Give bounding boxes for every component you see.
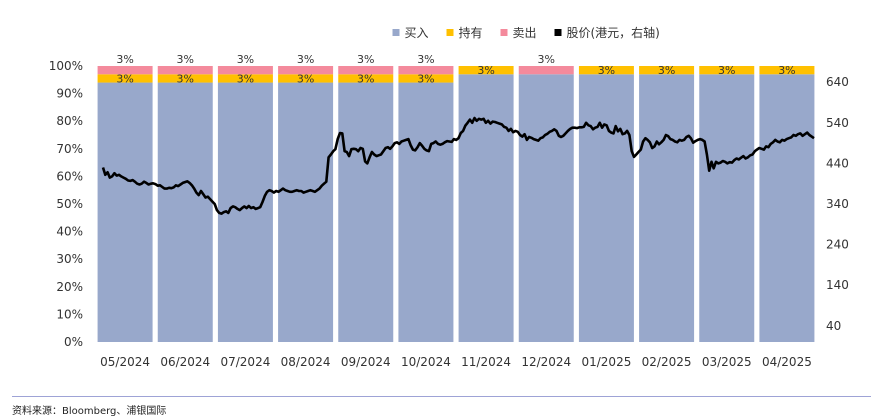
- bar-value-label: 3%: [177, 72, 194, 85]
- bar-value-label: 3%: [417, 53, 434, 66]
- right-tick-label: 640: [826, 75, 849, 89]
- right-tick-label: 440: [826, 156, 849, 170]
- x-tick-label: 06/2024: [160, 355, 210, 369]
- left-tick-label: 30%: [56, 252, 83, 266]
- right-tick-label: 40: [826, 319, 841, 333]
- legend-label: 股价(港元，右轴): [567, 25, 660, 40]
- bar-segment: [578, 66, 634, 75]
- bar-segment: [278, 66, 334, 75]
- legend-swatch: [500, 29, 508, 36]
- bars: [97, 66, 815, 342]
- bar-value-label: 3%: [417, 72, 434, 85]
- bar-value-label: 3%: [658, 64, 675, 77]
- x-tick-label: 04/2025: [762, 355, 812, 369]
- x-axis: 05/2024 06/2024 07/2024 08/2024 09/2024 10/20…: [100, 355, 812, 369]
- x-tick-label: 12/2024: [521, 355, 571, 369]
- bar-segment: [458, 66, 514, 75]
- bar-segment: [699, 66, 755, 75]
- legend-swatch: [554, 29, 562, 36]
- bar-segment: [759, 66, 815, 75]
- bar-segment: [398, 74, 454, 83]
- legend-swatch: [446, 29, 454, 36]
- x-tick-label: 05/2024: [100, 355, 150, 369]
- bar-value-label: 3%: [598, 64, 615, 77]
- left-tick-label: 40%: [56, 225, 83, 239]
- left-tick-label: 50%: [56, 197, 83, 211]
- left-axis: 0% 10% 20% 30% 40% 50% 60% 70% 80% 90% 100%: [49, 59, 83, 349]
- right-axis: 40 140 240 340 440 540 640: [826, 75, 849, 333]
- bar-segment: [278, 74, 334, 83]
- left-tick-label: 20%: [56, 280, 83, 294]
- x-tick-label: 08/2024: [281, 355, 331, 369]
- left-tick-label: 80%: [56, 114, 83, 128]
- bar-segment: [699, 74, 755, 342]
- bar-segment: [217, 74, 273, 83]
- bar-value-label: 3%: [177, 53, 194, 66]
- x-tick-label: 01/2025: [581, 355, 631, 369]
- divider: [12, 396, 871, 397]
- source-note: 资料来源：Bloomberg、浦银国际: [12, 406, 167, 417]
- bar-value-label: 3%: [297, 53, 314, 66]
- bar-value-label: 3%: [116, 53, 133, 66]
- legend-label: 买入: [405, 26, 429, 40]
- legend-label: 卖出: [513, 26, 537, 40]
- x-tick-label: 09/2024: [341, 355, 391, 369]
- right-tick-label: 240: [826, 238, 849, 252]
- bar-value-label: 3%: [237, 53, 254, 66]
- bar-segment: [338, 66, 394, 75]
- bar-segment: [338, 82, 394, 342]
- price-line: [101, 116, 815, 215]
- legend-label: 持有: [459, 25, 483, 40]
- bar-value-label: 3%: [538, 53, 555, 66]
- left-tick-label: 0%: [64, 335, 83, 349]
- legend-swatch: [392, 29, 400, 36]
- price-line-group: [101, 116, 815, 215]
- x-tick-label: 03/2025: [702, 355, 752, 369]
- bar-segment: [578, 74, 634, 342]
- bar-segment: [518, 74, 574, 342]
- bar-segment: [458, 74, 514, 342]
- bar-segment: [97, 66, 153, 75]
- right-tick-label: 540: [826, 116, 849, 130]
- bar-value-label: 3%: [778, 64, 795, 77]
- bar-value-label: 3%: [718, 64, 735, 77]
- bar-segment: [759, 74, 815, 342]
- bar-value-label: 3%: [477, 64, 494, 77]
- left-tick-label: 60%: [56, 169, 83, 183]
- bar-segment: [217, 66, 273, 75]
- left-tick-label: 10%: [56, 307, 83, 321]
- x-tick-label: 10/2024: [401, 355, 451, 369]
- bar-value-label: 3%: [357, 53, 374, 66]
- bar-segment: [639, 66, 695, 75]
- right-tick-label: 140: [826, 278, 849, 292]
- bar-segment: [398, 66, 454, 75]
- left-tick-label: 100%: [49, 59, 83, 73]
- bar-value-label: 3%: [237, 72, 254, 85]
- right-tick-label: 340: [826, 197, 849, 211]
- bar-segment: [338, 74, 394, 83]
- legend: 买入 持有 卖出 股价(港元，右轴): [392, 25, 660, 40]
- bar-segment: [97, 82, 153, 342]
- x-tick-label: 11/2024: [461, 355, 511, 369]
- bar-segment: [97, 74, 153, 83]
- bar-segment: [278, 82, 334, 342]
- left-tick-label: 90%: [56, 87, 83, 101]
- bar-value-label: 3%: [116, 72, 133, 85]
- x-tick-label: 02/2025: [642, 355, 692, 369]
- bar-value-label: 3%: [357, 72, 374, 85]
- bar-labels: 3% 3% 3% 3% 3% 3% 3% 3% 3% 3% 3% 3% 3% 3% 3% 3% 3% 3%: [116, 53, 795, 85]
- bar-segment: [518, 66, 574, 75]
- bar-segment: [157, 66, 213, 75]
- bar-segment: [157, 82, 213, 342]
- bar-segment: [398, 82, 454, 342]
- x-tick-label: 07/2024: [220, 355, 270, 369]
- bar-value-label: 3%: [297, 72, 314, 85]
- bar-segment: [157, 74, 213, 83]
- bar-segment: [639, 74, 695, 342]
- left-tick-label: 70%: [56, 142, 83, 156]
